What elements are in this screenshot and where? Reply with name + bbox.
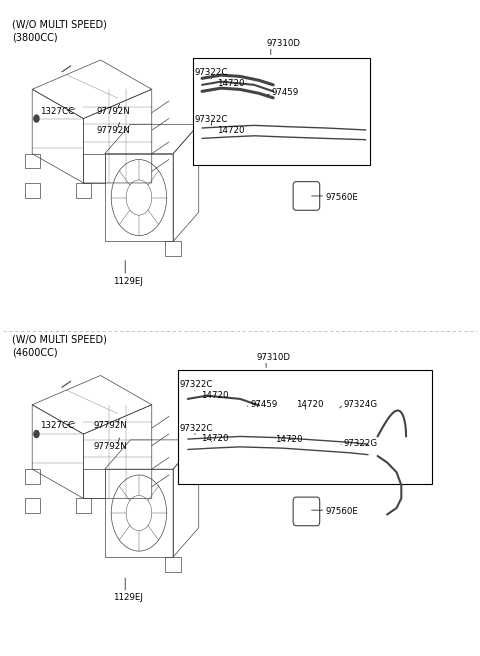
Text: 97792N: 97792N [96, 107, 130, 116]
Text: 97459: 97459 [251, 400, 278, 409]
Text: 97310D: 97310D [266, 39, 300, 48]
Bar [192, 58, 371, 165]
Text: 97322C: 97322C [195, 115, 228, 125]
Text: 97459: 97459 [272, 88, 299, 97]
Text: 14720: 14720 [217, 79, 245, 88]
Text: 1129EJ: 1129EJ [113, 594, 143, 602]
Circle shape [34, 430, 39, 438]
Text: 97792N: 97792N [94, 442, 128, 451]
Text: 1129EJ: 1129EJ [113, 277, 143, 285]
Text: 97792N: 97792N [94, 421, 128, 430]
Text: 14720: 14720 [201, 434, 228, 443]
Text: 1327CC: 1327CC [40, 421, 74, 430]
Text: 1327CC: 1327CC [40, 107, 74, 116]
Text: 97322G: 97322G [343, 439, 378, 447]
Bar [179, 370, 432, 484]
Text: (3800CC): (3800CC) [12, 32, 58, 42]
Text: 97560E: 97560E [325, 507, 358, 516]
Text: (W/O MULTI SPEED): (W/O MULTI SPEED) [12, 335, 107, 344]
Text: 14720: 14720 [275, 436, 302, 444]
Text: (4600CC): (4600CC) [12, 348, 58, 358]
Text: 14720: 14720 [296, 400, 324, 409]
Text: 97792N: 97792N [96, 127, 130, 135]
Circle shape [34, 115, 39, 122]
Text: (W/O MULTI SPEED): (W/O MULTI SPEED) [12, 19, 107, 29]
Text: 97322C: 97322C [179, 380, 213, 389]
Text: 97560E: 97560E [325, 194, 358, 203]
Text: 14720: 14720 [201, 391, 228, 400]
Text: 14720: 14720 [217, 126, 245, 134]
Text: 97310D: 97310D [257, 353, 290, 361]
Text: 97322C: 97322C [179, 424, 213, 433]
Text: 97324G: 97324G [343, 400, 378, 409]
Text: 97322C: 97322C [195, 68, 228, 77]
